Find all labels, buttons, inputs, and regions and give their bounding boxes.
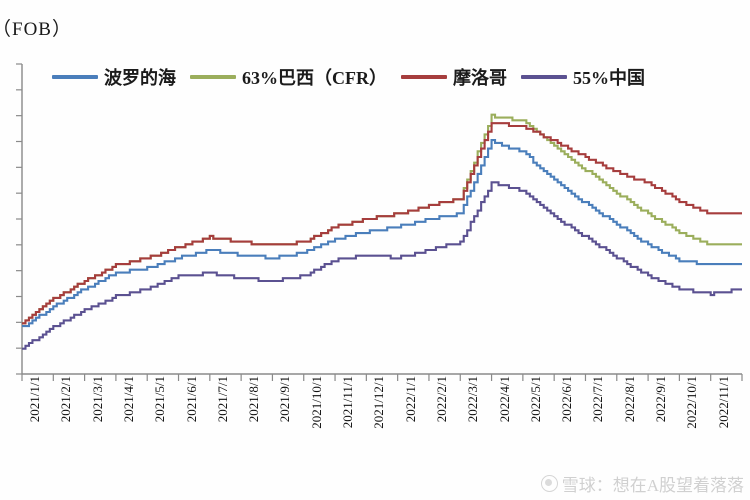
xueqiu-logo-icon: [540, 475, 558, 492]
legend-item-china55[interactable]: 55%中国: [521, 64, 645, 90]
x-tick-label: 2022/1/1: [402, 376, 418, 423]
watermark: 雪球：想在A股望着落落: [540, 471, 744, 496]
legend-swatch-icon: [52, 75, 98, 79]
x-tick-label: 2022/9/1: [653, 376, 669, 423]
legend-label: 波罗的海: [104, 68, 176, 88]
x-tick-label: 2022/2/1: [433, 376, 449, 423]
x-tick-label: 2022/8/1: [621, 376, 637, 423]
x-tick-label: 2021/4/1: [120, 376, 136, 423]
x-tick-label: 2022/3/1: [465, 376, 481, 423]
plot-area: [0, 56, 750, 386]
line-chart-svg: [16, 63, 743, 381]
series-line-55%中国: [22, 181, 742, 350]
x-tick-label: 2022/11/1: [715, 376, 731, 429]
legend-item-morocco[interactable]: 摩洛哥: [401, 64, 507, 90]
x-tick-label: 2022/10/1: [684, 376, 700, 429]
x-tick-label: 2022/7/1: [590, 376, 606, 423]
x-tick-label: 2021/8/1: [246, 376, 262, 423]
x-tick-label: 2022/5/1: [527, 376, 543, 423]
x-tick-label: 2021/6/1: [183, 376, 199, 423]
legend-swatch-icon: [190, 75, 236, 79]
x-tick-label: 2021/7/1: [214, 376, 230, 423]
chart-title: （FOB）: [0, 19, 72, 40]
x-tick-label: 2021/9/1: [277, 376, 293, 423]
legend-label: 摩洛哥: [453, 68, 507, 88]
x-tick-label: 2021/11/1: [340, 376, 356, 429]
legend-swatch-icon: [401, 75, 447, 79]
watermark-text: 雪球：想在A股望着落落: [561, 476, 744, 495]
series-line-波罗的海: [22, 139, 742, 328]
series-line-摩洛哥: [22, 122, 742, 325]
legend-item-baltic[interactable]: 波罗的海: [52, 64, 176, 90]
x-tick-label: 2021/12/1: [371, 376, 387, 429]
x-tick-label: 2021/2/1: [58, 376, 74, 423]
legend-swatch-icon: [521, 75, 567, 79]
x-axis-tick-labels: 2021/1/1 2021/2/1 2021/3/1 2021/4/1 2021/5/1…: [0, 376, 750, 476]
x-tick-label: 2021/10/1: [308, 376, 324, 429]
x-tick-label: 2022/4/1: [496, 376, 512, 423]
x-tick-label: 2021/1/1: [27, 376, 42, 423]
legend-label: 55%中国: [573, 68, 645, 88]
x-tick-label: 2021/5/1: [152, 376, 168, 423]
x-tick-label: 2021/3/1: [89, 376, 105, 423]
legend-label: 63%巴西（CFR）: [242, 68, 387, 88]
x-tick-label: 2022/6/1: [559, 376, 575, 423]
chart-legend: 波罗的海 63%巴西（CFR） 摩洛哥 55%中国: [52, 64, 722, 90]
legend-item-brazil63[interactable]: 63%巴西（CFR）: [190, 64, 387, 90]
